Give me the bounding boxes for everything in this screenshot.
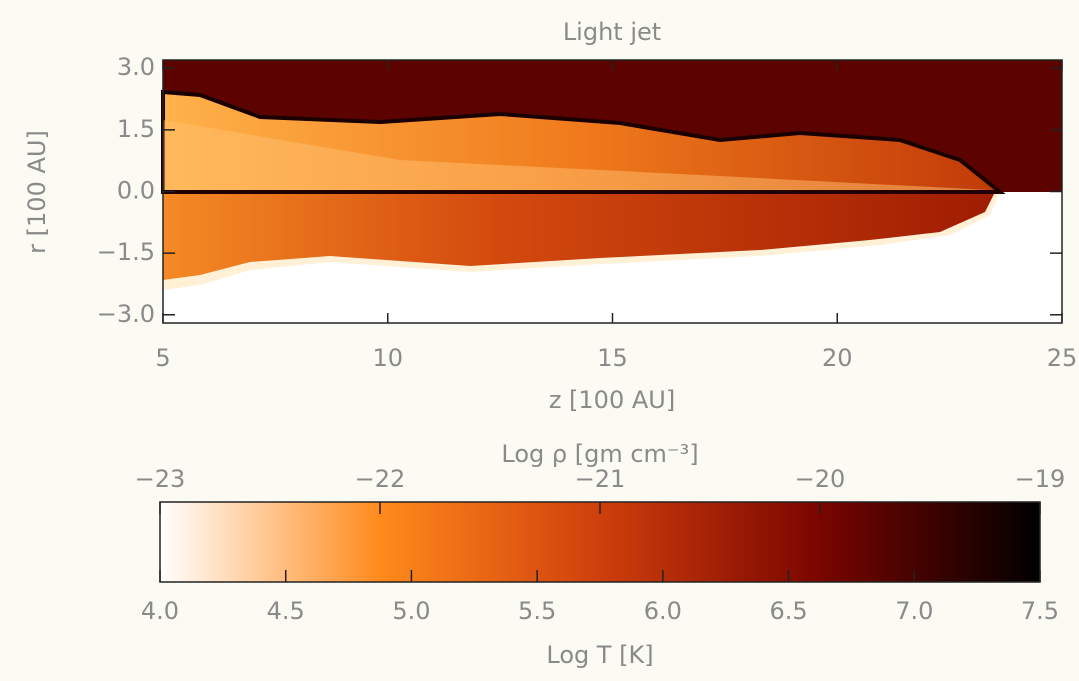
jet-image (163, 60, 1062, 323)
y-tick-label: −3.0 (97, 300, 155, 328)
x-tick-label: 25 (1047, 344, 1078, 372)
chart-title: Light jet (563, 18, 661, 46)
colorbar-bottom-tick-label: 5.0 (392, 597, 430, 625)
y-tick-label: 1.5 (117, 115, 155, 143)
x-tick-label: 5 (155, 344, 170, 372)
colorbar-bottom-tick-label: 4.5 (267, 597, 305, 625)
colorbar-bottom-tick-label: 7.5 (1021, 597, 1059, 625)
colorbar-top-label: Log ρ [gm cm⁻³] (501, 440, 698, 468)
y-tick-label: 3.0 (117, 53, 155, 81)
y-tick-label: 0.0 (117, 177, 155, 205)
colorbar-top-tick-label: −22 (355, 465, 406, 493)
colorbar-bottom-tick-label: 4.0 (141, 597, 179, 625)
y-axis-label: r [100 AU] (23, 130, 51, 254)
colorbar-top-tick-label: −23 (135, 465, 186, 493)
x-axis-label: z [100 AU] (549, 386, 675, 414)
x-tick-label: 15 (597, 344, 628, 372)
colorbar-bottom-label: Log T [K] (546, 641, 653, 669)
y-tick-label: −1.5 (97, 238, 155, 266)
colorbar-bottom-tick-label: 7.0 (895, 597, 933, 625)
colorbar-top-tick-label: −21 (575, 465, 626, 493)
colorbar-bottom-tick-label: 6.5 (769, 597, 807, 625)
x-tick-label: 10 (372, 344, 403, 372)
colorbar-bottom-tick-label: 5.5 (518, 597, 556, 625)
colorbar-top-tick-label: −20 (795, 465, 846, 493)
colorbar-bottom-tick-label: 6.0 (644, 597, 682, 625)
colorbar-top-tick-label: −19 (1015, 465, 1066, 493)
x-tick-label: 20 (822, 344, 853, 372)
chart: Light jet z [100 AU] r [100 AU] Log ρ [g… (0, 0, 1079, 681)
